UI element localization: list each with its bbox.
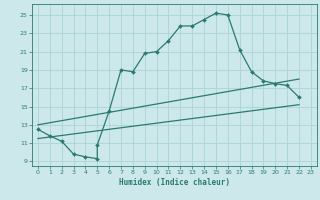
X-axis label: Humidex (Indice chaleur): Humidex (Indice chaleur) <box>119 178 230 187</box>
